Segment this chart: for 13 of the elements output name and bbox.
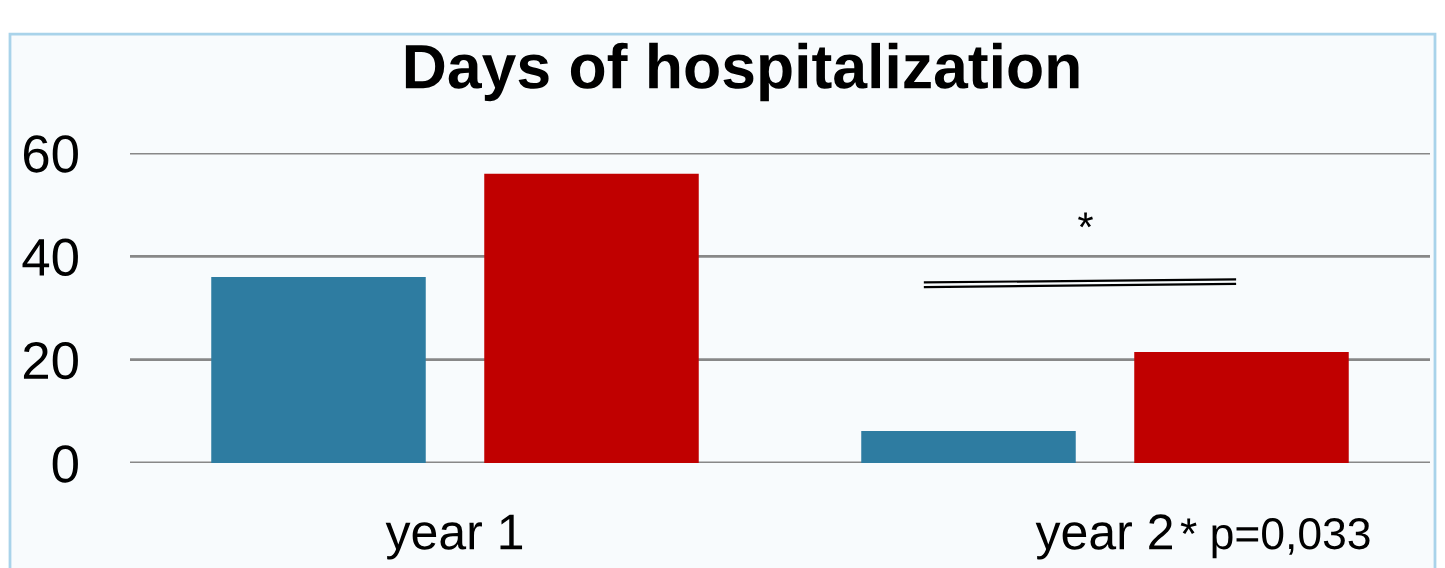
y-tick-label: 20 xyxy=(23,341,78,380)
annotation: * xyxy=(1078,212,1093,228)
chart-title: Days of hospitalization xyxy=(405,42,1079,102)
bar xyxy=(484,173,699,463)
y-tick-label: 0 xyxy=(52,445,78,483)
text: * p=0,033 xyxy=(1180,517,1370,559)
bar xyxy=(1134,351,1349,463)
x-tick-label: year 1 xyxy=(385,514,523,560)
y-tick-label: 60 xyxy=(23,135,78,173)
bar xyxy=(211,277,426,463)
x-tick-label: year 2 xyxy=(1035,514,1172,560)
y-tick-label: 40 xyxy=(22,238,78,276)
bar xyxy=(861,430,1076,463)
